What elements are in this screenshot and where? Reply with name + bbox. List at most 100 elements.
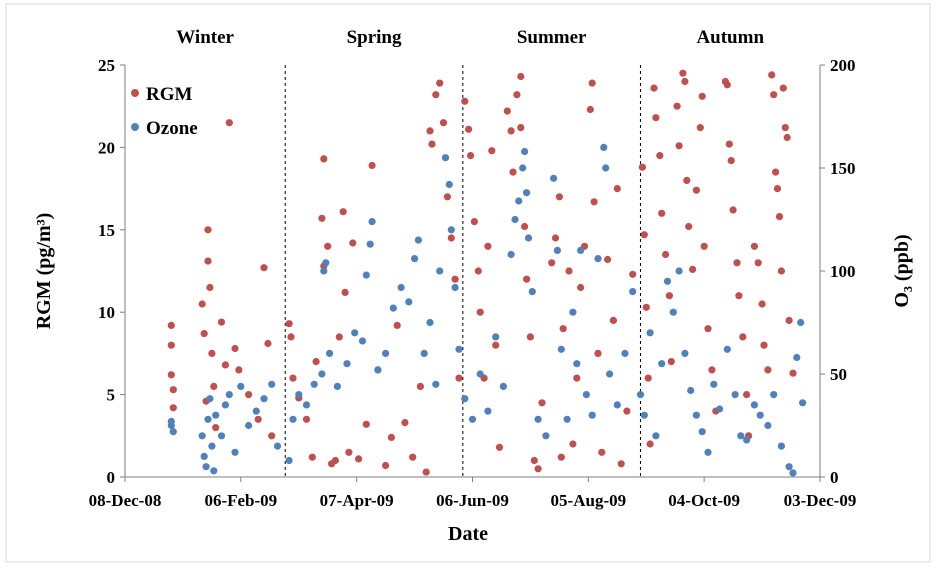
rgm-point bbox=[507, 127, 515, 135]
ozone-point bbox=[492, 333, 500, 341]
ozone-point bbox=[723, 345, 731, 353]
right-y-tick-label: 50 bbox=[830, 365, 847, 384]
ozone-point bbox=[577, 246, 585, 254]
ozone-point bbox=[542, 432, 550, 440]
rgm-point bbox=[534, 465, 542, 473]
season-label: Winter bbox=[176, 27, 234, 48]
chart-border bbox=[5, 3, 931, 563]
rgm-point bbox=[727, 157, 735, 165]
rgm-point bbox=[779, 84, 787, 92]
x-tick-label: 06-Jun-09 bbox=[436, 491, 509, 510]
ozone-point bbox=[260, 395, 268, 403]
rgm-point bbox=[685, 222, 693, 231]
ozone-point bbox=[447, 226, 455, 234]
rgm-point bbox=[474, 267, 482, 275]
season-label: Autumn bbox=[696, 27, 764, 48]
rgm-point bbox=[723, 81, 731, 89]
ozone-point bbox=[646, 329, 654, 337]
right-y-tick-label: 200 bbox=[830, 56, 856, 75]
rgm-point bbox=[401, 419, 409, 427]
rgm-series bbox=[167, 69, 797, 476]
legend: RGM Ozone bbox=[131, 84, 198, 139]
ozone-point bbox=[770, 391, 778, 399]
ozone-point bbox=[613, 401, 621, 409]
rgm-point bbox=[739, 333, 747, 341]
ozone-point bbox=[289, 415, 297, 423]
ozone-point bbox=[366, 240, 374, 248]
rgm-point bbox=[208, 349, 216, 357]
ozone-point bbox=[600, 143, 608, 151]
rgm-point bbox=[289, 374, 297, 382]
ozone-point bbox=[621, 349, 629, 357]
rgm-point bbox=[530, 456, 538, 465]
rgm-point bbox=[470, 218, 478, 226]
ozone-point bbox=[785, 463, 793, 471]
rgm-point bbox=[212, 424, 220, 432]
ozone-point bbox=[468, 415, 477, 423]
left-y-tick-label: 15 bbox=[98, 221, 115, 240]
rgm-point bbox=[495, 443, 504, 451]
rgm-point bbox=[775, 213, 784, 221]
rgm-point bbox=[268, 432, 276, 440]
rgm-point bbox=[644, 374, 652, 382]
ozone-point bbox=[799, 399, 807, 407]
rgm-point bbox=[729, 206, 737, 214]
ozone-point bbox=[426, 318, 434, 327]
ozone-point bbox=[534, 415, 542, 423]
rgm-point bbox=[210, 382, 218, 390]
ozone-point bbox=[476, 370, 484, 378]
rgm-point bbox=[538, 399, 546, 407]
rgm-point bbox=[758, 300, 766, 308]
ozone-point bbox=[777, 442, 786, 450]
ozone-point bbox=[374, 366, 382, 374]
ozone-point bbox=[358, 337, 367, 345]
rgm-point bbox=[698, 92, 706, 100]
ozone-point bbox=[285, 456, 293, 465]
rgm-point bbox=[436, 79, 444, 87]
ozone-point bbox=[231, 448, 239, 456]
rgm-point bbox=[451, 275, 459, 283]
rgm-point bbox=[308, 453, 316, 461]
left-y-tick-label: 10 bbox=[98, 303, 115, 322]
ozone-point bbox=[652, 432, 660, 440]
ozone-point bbox=[557, 345, 565, 353]
rgm-point bbox=[613, 185, 621, 193]
ozone-point bbox=[629, 288, 637, 296]
rgm-point bbox=[573, 374, 581, 382]
ozone-point bbox=[445, 180, 453, 189]
rgm-point bbox=[764, 366, 772, 374]
rgm-point bbox=[785, 316, 793, 324]
ozone-point bbox=[687, 386, 695, 395]
ozone-point bbox=[797, 318, 805, 327]
legend-rgm-marker bbox=[131, 89, 139, 97]
rgm-point bbox=[355, 455, 363, 463]
ozone-point bbox=[273, 442, 282, 450]
rgm-point bbox=[422, 468, 430, 476]
ozone-point bbox=[519, 164, 527, 172]
rgm-point bbox=[302, 415, 311, 423]
rgm-point bbox=[517, 72, 525, 81]
rgm-point bbox=[679, 69, 687, 77]
rgm-point bbox=[689, 265, 697, 273]
ozone-point bbox=[692, 411, 701, 419]
rgm-point bbox=[743, 391, 751, 399]
rgm-point bbox=[387, 433, 395, 441]
rgm-point bbox=[770, 91, 778, 99]
rgm-point bbox=[235, 366, 243, 374]
rgm-point bbox=[312, 358, 320, 366]
right-y-tick-label: 150 bbox=[830, 159, 856, 178]
rgm-point bbox=[646, 440, 654, 448]
rgm-point bbox=[393, 321, 401, 329]
rgm-point bbox=[754, 259, 762, 267]
ozone-point bbox=[206, 395, 214, 403]
ozone-point bbox=[731, 391, 739, 399]
rgm-point bbox=[642, 303, 650, 311]
x-tick-label: 04-Oct-09 bbox=[668, 491, 740, 510]
ozone-point bbox=[528, 288, 536, 296]
rgm-point bbox=[777, 267, 786, 275]
rgm-point bbox=[169, 386, 177, 394]
ozone-point bbox=[606, 370, 614, 378]
rgm-point bbox=[331, 456, 339, 465]
